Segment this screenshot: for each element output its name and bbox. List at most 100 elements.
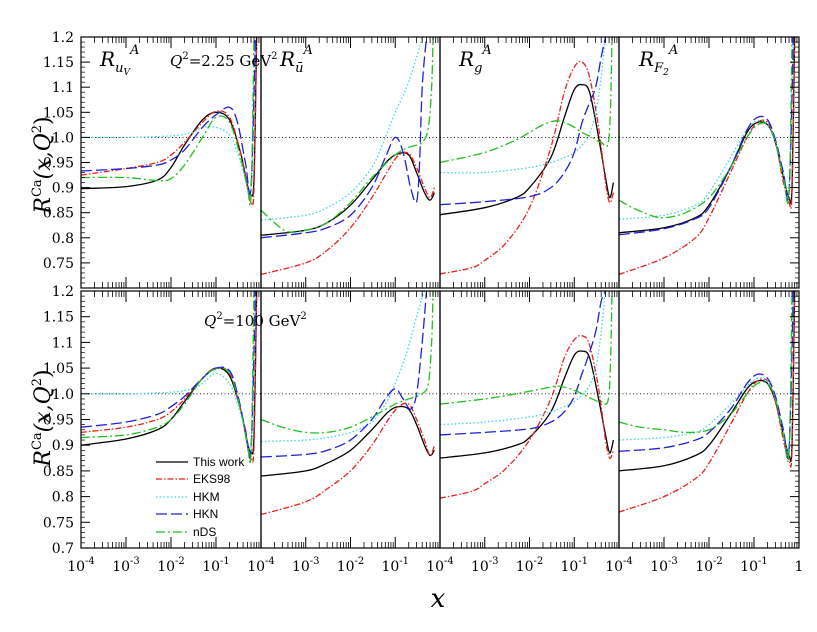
panel-1-1 [261,291,440,516]
series-line-hkm [261,37,423,221]
series-line-hkn [81,37,257,195]
legend-label-hkn: HKN [193,507,218,521]
series-line-this-work [619,291,796,472]
series-line-hkm [619,291,795,455]
x-tick-label: 10-2 [695,556,723,575]
panel-0-3 [619,37,799,276]
x-tick-label: 10-2 [157,556,185,575]
series-line-hkm [81,37,257,198]
y-tick-label: 1.15 [43,55,74,71]
y-tick-label: 1.0 [52,130,74,146]
x-tick-label: 10-3 [471,556,499,575]
x-tick-label: 10-3 [292,556,320,575]
panel-0-2 [440,37,619,275]
series-line-eks98 [619,291,796,513]
column-title-1: RūA [279,43,313,76]
y-tick-label: 1.05 [43,361,74,377]
panel-frame [618,290,800,549]
column-title-0: RuVA [99,43,139,78]
series-line-nds [440,291,613,405]
series-line-nds [81,291,255,465]
y-tick-label: 1.2 [52,284,74,300]
x-tick-label: 10-4 [67,556,95,575]
series-line-hkn [619,291,795,459]
series-line-eks98 [81,37,258,207]
y-tick-label: 0.9 [52,438,74,454]
series-line-this-work [440,83,615,216]
series-line-eks98 [619,37,796,276]
series-line-this-work [440,350,615,459]
panel-frame [618,36,800,289]
y-tick-label: 1.0 [52,387,74,403]
y-tick-label: 1.2 [52,30,74,46]
column-title-3: RF2A [638,43,678,78]
x-tick-label: 10-1 [202,556,230,575]
x-tick-label: 10-2 [337,556,365,575]
x-tick-label: 10-3 [112,556,140,575]
y-tick-label: 0.8 [52,231,74,247]
x-tick-label: 10-1 [560,556,588,575]
y-axis-title-1: RCa(x,Q2) [30,369,56,467]
series-line-eks98 [261,402,436,516]
legend-label-hkm: HKM [193,490,220,504]
y-tick-label: 0.95 [43,156,74,172]
q2-annotation-1: Q2=100 GeV2 [204,311,307,330]
legend-label-this-work: This work [193,455,245,469]
x-tick-label: 10-3 [650,556,678,575]
x-tick-label: 10-1 [381,556,409,575]
panel-1-0 [81,291,261,465]
y-tick-label: 0.75 [43,256,74,272]
series-line-this-work [261,405,435,477]
y-tick-label: 0.75 [43,515,74,531]
y-tick-label: 1.05 [43,105,74,121]
panel-0-0 [81,37,261,207]
x-tick-label: 10-2 [516,556,544,575]
panel-0-1 [261,37,440,276]
series-line-hkn [261,291,428,458]
y-tick-label: 0.85 [43,206,74,222]
y-tick-label: 0.9 [52,181,74,197]
series-line-eks98 [440,334,615,499]
y-tick-label: 1.15 [43,310,74,326]
series-line-nds [619,291,793,463]
panel-frame [439,36,620,289]
panel-1-2 [440,291,619,499]
y-tick-label: 0.85 [43,464,74,480]
panel-frame [439,290,620,549]
x-tick-label: 10-4 [426,556,454,575]
y-tick-label: 1.1 [52,80,74,96]
series-line-eks98 [81,291,258,463]
y-tick-label: 0.7 [52,541,74,557]
x-tick-label: 1 [795,559,804,575]
series-line-hkm [261,291,431,443]
series-line-eks98 [440,60,615,275]
x-tick-label: 10-4 [247,556,275,575]
panel-frame [80,36,262,289]
panels-group [81,37,799,516]
x-axis-title: x [431,584,446,614]
y-tick-label: 0.95 [43,413,74,429]
series-line-hkn [440,291,607,436]
series-line-hkm [440,291,610,426]
y-tick-label: 1.1 [52,335,74,351]
series-line-nds [619,37,793,219]
x-tick-label: 10-1 [740,556,768,575]
series-line-hkn [261,37,428,239]
series-line-hkm [619,37,795,220]
series-line-this-work [261,152,435,236]
y-axis-title-0: RCa(x,Q2) [30,116,56,214]
y-tick-label: 0.8 [52,490,74,506]
legend-label-nds: nDS [193,525,216,539]
x-tick-label: 10-4 [605,556,633,575]
series-line-hkn [440,37,607,206]
panel-1-3 [619,291,799,513]
q2-annotation-0: Q2=2.25 GeV2 [170,51,278,70]
series-line-eks98 [261,151,436,276]
series-line-hkm [81,291,257,455]
series-line-nds [81,37,255,207]
overlays-group: 0.75 0.8 0.85 0.9 0.95 1.0 1.05 1.1 1.15 1.2 0.7 0.… [30,30,803,614]
series-line-nds [261,37,434,233]
legend-label-eks98: EKS98 [193,472,231,486]
column-title-2: RgA [458,43,492,76]
